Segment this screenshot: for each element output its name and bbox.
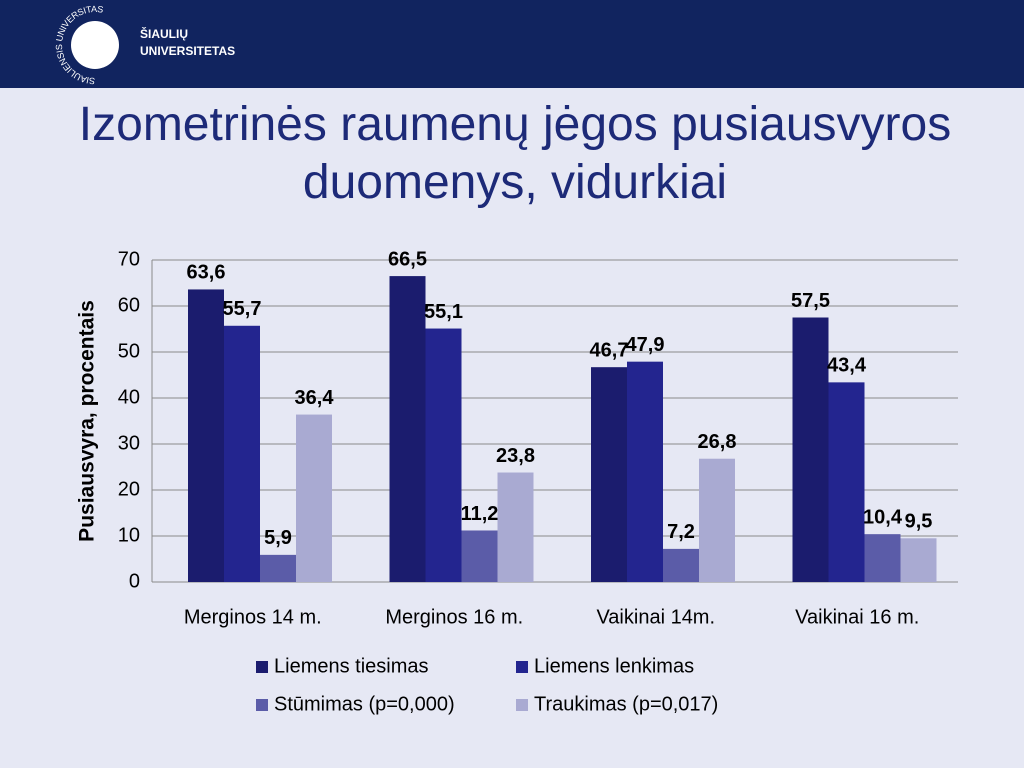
logo-name: ŠIAULIŲ [140, 26, 188, 41]
value-label: 46,7 [590, 339, 629, 361]
logo-name: UNIVERSITETAS [140, 44, 235, 58]
y-tick-label: 20 [118, 478, 140, 500]
value-label: 47,9 [626, 334, 665, 356]
header-band [0, 0, 1024, 88]
bar [699, 458, 735, 582]
bar [425, 328, 462, 582]
bar [663, 548, 699, 582]
bar [627, 361, 663, 582]
value-label: 66,5 [388, 248, 427, 270]
legend-label: Traukimas (p=0,017) [534, 693, 718, 715]
x-tick-label: Merginos 16 m. [385, 606, 523, 628]
y-tick-label: 0 [129, 570, 140, 592]
y-axis-label: Pusiausvyra, procentais [76, 300, 99, 542]
value-label: 26,8 [698, 431, 737, 453]
legend-swatch [256, 661, 268, 673]
value-label: 10,4 [863, 506, 903, 528]
value-label: 7,2 [667, 521, 695, 543]
legend-swatch [256, 699, 268, 711]
y-tick-label: 50 [118, 340, 140, 362]
bar [260, 554, 296, 582]
value-label: 5,9 [264, 527, 292, 549]
x-tick-label: Vaikinai 14m. [596, 606, 715, 628]
bar [224, 325, 260, 582]
bar [864, 534, 901, 582]
bar [792, 317, 829, 582]
x-tick-label: Vaikinai 16 m. [795, 606, 919, 628]
bar [900, 538, 937, 582]
legend-label: Stūmimas (p=0,000) [274, 693, 455, 715]
legend-swatch [516, 661, 528, 673]
bar [497, 472, 534, 582]
bar [296, 414, 332, 582]
value-label: 57,5 [791, 290, 830, 312]
y-tick-label: 30 [118, 432, 140, 454]
value-label: 63,6 [187, 262, 226, 284]
bar [389, 276, 426, 582]
value-label: 55,7 [223, 298, 262, 320]
value-label: 36,4 [295, 387, 335, 409]
value-label: 43,4 [827, 355, 867, 377]
logo-sun [71, 21, 119, 69]
bar [591, 367, 627, 582]
value-label: 55,1 [424, 301, 463, 323]
y-tick-label: 40 [118, 386, 140, 408]
value-label: 23,8 [496, 445, 535, 467]
x-tick-label: Merginos 14 m. [184, 606, 322, 628]
bar [828, 382, 865, 582]
bar [188, 289, 224, 582]
value-label: 9,5 [905, 511, 933, 533]
legend-label: Liemens tiesimas [274, 655, 429, 677]
chart-title: Izometrinės raumenų jėgos pusiausvyros d… [78, 98, 952, 209]
bar [461, 530, 498, 582]
legend-label: Liemens lenkimas [534, 655, 694, 677]
value-label: 11,2 [461, 503, 499, 525]
y-tick-label: 60 [118, 294, 140, 316]
legend-swatch [516, 699, 528, 711]
y-tick-label: 10 [118, 524, 140, 546]
y-tick-label: 70 [118, 248, 140, 270]
